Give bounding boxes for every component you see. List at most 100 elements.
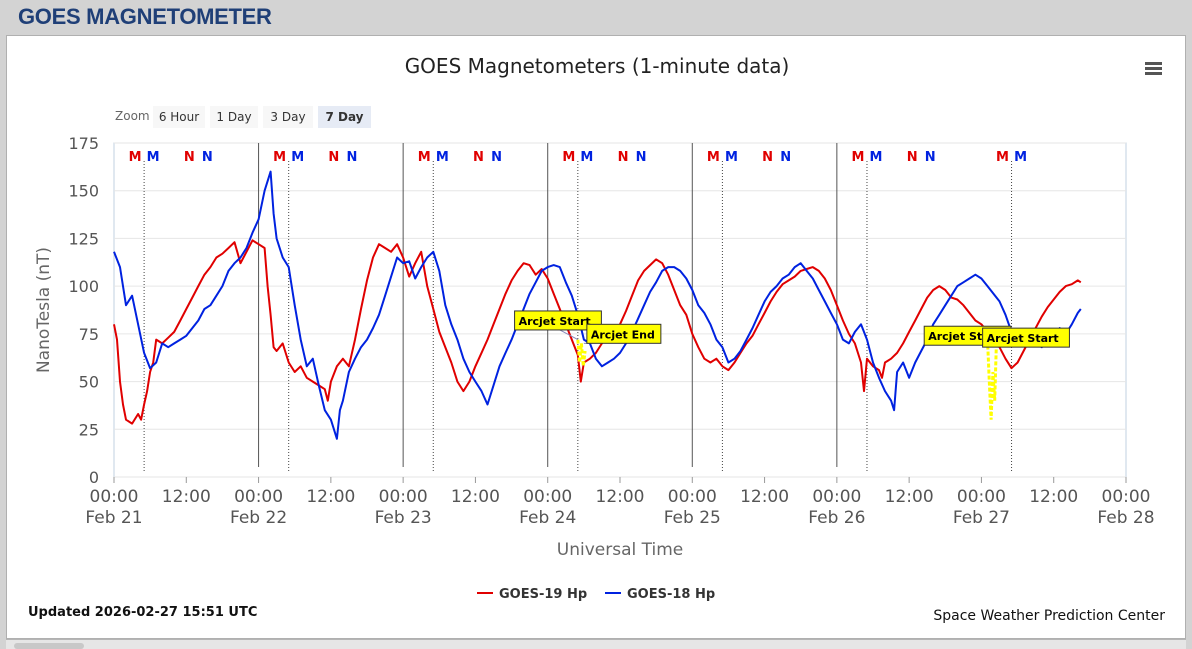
annotation-box [586,323,662,344]
x-tick-date-label: Feb 21 [85,508,142,528]
annotation-box [982,327,1070,348]
top-marker-n: N [907,150,918,165]
x-tick-date-label: Feb 28 [1097,508,1154,528]
x-tick-label: 00:00 [523,487,572,507]
top-marker-m: M [273,150,286,165]
x-tick-label: 12:00 [306,487,355,507]
annotation-connector [557,328,579,341]
zoom-button-label: 6 Hour [159,110,199,124]
x-tick-label: 00:00 [90,487,139,507]
page-title: GOES MAGNETOMETER [18,4,272,29]
hamburger-menu-button[interactable] [1141,56,1169,82]
zoom-button-bg [263,106,313,128]
plot-background [113,142,1127,478]
top-marker-m: M [851,150,864,165]
x-tick-date-label: Feb 24 [519,508,576,528]
legend-label: GOES-18 Hp [627,587,715,602]
arcjet-segment [986,339,998,420]
annotation-label: Arcjet End [591,328,655,341]
zoom-controls: Zoom 6 Hour 1 Day 3 Day 7 Day [115,106,371,128]
arcjet-annotation: Arcjet End [586,323,662,344]
horizontal-scrollbar[interactable] [6,639,1186,649]
x-tick-label: 00:00 [957,487,1006,507]
top-marker-m: M [1014,150,1027,165]
zoom-button-bg [210,106,258,128]
updated-timestamp: Updated 2026-02-27 15:51 UTC [28,605,257,620]
chart-svg: GOES Magnetometers (1-minute data) Zoom … [28,54,1169,624]
top-marker-m: M [996,150,1009,165]
y-tick-label: 125 [68,229,99,248]
chart-title: GOES Magnetometers (1-minute data) [405,54,790,78]
top-marker-n: N [184,150,195,165]
x-tick-label: 12:00 [740,487,789,507]
y-axis-label: NanoTesla (nT) [34,247,54,373]
legend-item-goes-19-hp[interactable]: GOES-19 Hp [477,587,587,602]
x-tick-date-label: Feb 25 [664,508,721,528]
top-marker-n: N [636,150,647,165]
legend-item-goes-18-hp[interactable]: GOES-18 Hp [605,587,715,602]
annotation-box [514,310,602,331]
top-marker-n: N [925,150,936,165]
y-tick-label: 175 [68,134,99,153]
top-marker-m: M [129,150,142,165]
top-marker-m: M [725,150,738,165]
zoom-button-label: 3 Day [270,110,305,124]
zoom-button-3-day[interactable]: 3 Day [263,106,313,128]
x-tick-label: 00:00 [668,487,717,507]
top-marker-m: M [291,150,304,165]
top-marker-n: N [762,150,773,165]
y-tick-label: 150 [68,182,99,201]
top-marker-n: N [473,150,484,165]
x-tick-label: 00:00 [234,487,283,507]
x-tick-label: 12:00 [885,487,934,507]
y-tick-label: 50 [79,373,99,392]
x-tick-label: 00:00 [1102,487,1151,507]
x-tick-date-label: Feb 26 [808,508,865,528]
series-line-goes-18-hp [113,170,1082,440]
zoom-button-label: 7 Day [325,110,363,124]
top-marker-n: N [491,150,502,165]
top-marker-n: N [346,150,357,165]
top-marker-m: M [870,150,883,165]
scrollbar-thumb[interactable] [14,643,84,649]
x-tick-label: 12:00 [162,487,211,507]
zoom-button-1-day[interactable]: 1 Day [210,106,258,128]
top-marker-n: N [618,150,629,165]
x-tick-label: 12:00 [596,487,645,507]
chart-legend: GOES-19 Hp GOES-18 Hp [477,587,715,602]
zoom-label: Zoom [115,109,150,123]
x-tick-label: 00:00 [379,487,428,507]
top-marker-m: M [418,150,431,165]
top-marker-m: M [580,150,593,165]
x-tick-label: 00:00 [812,487,861,507]
x-tick-label: 12:00 [1029,487,1078,507]
series-line-goes-19-hp [113,239,1082,425]
annotation-label: Arcjet Start [987,332,1059,345]
x-tick-date-label: Feb 23 [375,508,432,528]
zoom-button-6-hour[interactable]: 6 Hour [153,106,205,128]
arcjet-annotation: Arcjet Start [514,310,602,331]
zoom-button-7-day[interactable]: 7 Day [318,106,371,128]
y-tick-label: 75 [79,325,99,344]
top-marker-m: M [707,150,720,165]
y-tick-label: 100 [68,277,99,296]
credit-text: Space Weather Prediction Center [933,608,1165,624]
top-marker-n: N [328,150,339,165]
arcjet-annotation: Arcjet Start [982,327,1070,348]
x-tick-label: 12:00 [451,487,500,507]
x-tick-date-label: Feb 22 [230,508,287,528]
top-marker-n: N [780,150,791,165]
y-tick-label: 25 [79,420,99,439]
top-marker-m: M [436,150,449,165]
top-marker-n: N [202,150,213,165]
zoom-button-label: 1 Day [216,110,251,124]
zoom-button-bg [153,106,205,128]
arcjet-segment [576,339,587,367]
legend-label: GOES-19 Hp [499,587,587,602]
y-tick-label: 0 [89,468,99,487]
top-marker-m: M [562,150,575,165]
x-tick-date-label: Feb 27 [953,508,1010,528]
chart-panel: GOES Magnetometers (1-minute data) Zoom … [6,35,1186,639]
top-marker-m: M [147,150,160,165]
